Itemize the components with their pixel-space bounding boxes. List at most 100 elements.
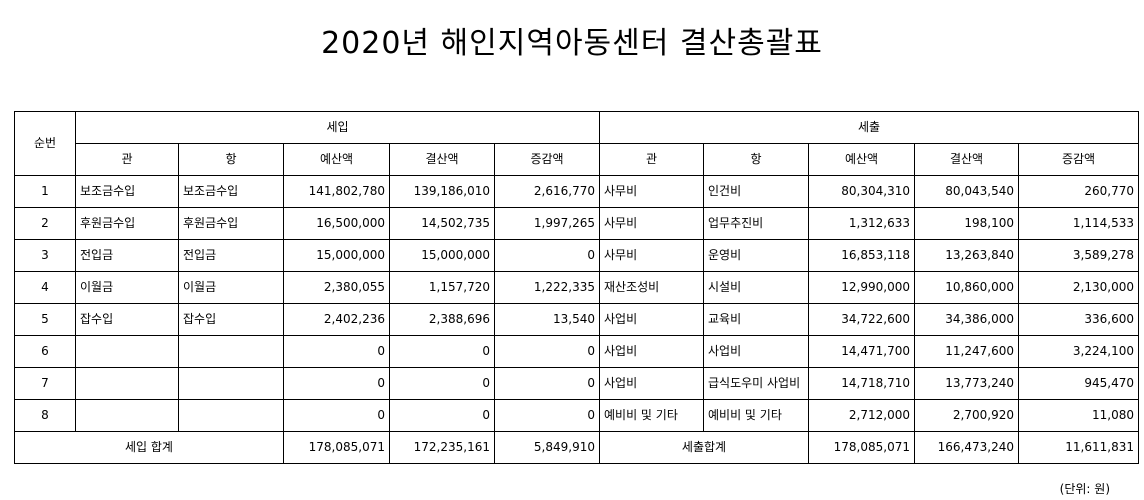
table-cell: 8 — [14, 399, 76, 432]
table-cell — [75, 335, 179, 368]
table-cell: 16,853,118 — [808, 239, 915, 272]
table-cell: 인건비 — [703, 175, 809, 208]
table-cell — [178, 335, 284, 368]
table-cell: 4 — [14, 271, 76, 304]
total-cell: 172,235,161 — [389, 431, 495, 464]
table-cell: 15,000,000 — [389, 239, 495, 272]
table-cell: 급식도우미 사업비 — [703, 367, 809, 400]
table-cell: 2,700,920 — [914, 399, 1019, 432]
table-cell: 12,990,000 — [808, 271, 915, 304]
table-cell: 보조금수입 — [178, 175, 284, 208]
header-cell: 항 — [178, 143, 284, 176]
table-cell: 운영비 — [703, 239, 809, 272]
title: 2020년 해인지역아동센터 결산총괄표 — [321, 26, 823, 61]
table-cell: 1 — [14, 175, 76, 208]
table-cell: 6 — [14, 335, 76, 368]
table-cell — [178, 367, 284, 400]
total-cell: 166,473,240 — [914, 431, 1019, 464]
table-cell: 1,114,533 — [1018, 207, 1139, 240]
header-cell: 세출 — [599, 111, 1139, 144]
table-cell: 사무비 — [599, 207, 704, 240]
table-cell: 80,304,310 — [808, 175, 915, 208]
header-cell: 세입 — [75, 111, 600, 144]
header-cell: 결산액 — [914, 143, 1019, 176]
table-cell: 13,263,840 — [914, 239, 1019, 272]
table-cell: 시설비 — [703, 271, 809, 304]
table-cell: 198,100 — [914, 207, 1019, 240]
table-cell: 사업비 — [599, 335, 704, 368]
header-cell: 관 — [75, 143, 179, 176]
table-cell: 잡수입 — [178, 303, 284, 336]
table-cell: 0 — [494, 239, 600, 272]
table-cell: 1,222,335 — [494, 271, 600, 304]
table-cell: 0 — [389, 335, 495, 368]
table-row: 세입 합계 178,085,071 172,235,161 5,849,910 세출합계… — [14, 431, 1139, 464]
table-cell: 3,224,100 — [1018, 335, 1139, 368]
table-cell: 1,997,265 — [494, 207, 600, 240]
table-row: 4 이월금 이월금 2,380,055 1,157,720 1,222,335 재산조성비 시… — [14, 271, 1139, 304]
table-row: 3 전입금 전입금 15,000,000 15,000,000 0 사무비 운영비 16,853… — [14, 239, 1139, 272]
table-cell: 사업비 — [599, 303, 704, 336]
table-cell: 사업비 — [703, 335, 809, 368]
table-cell: 1,312,633 — [808, 207, 915, 240]
table-cell: 10,860,000 — [914, 271, 1019, 304]
table-cell: 이월금 — [178, 271, 284, 304]
summary-table: 순번 세입 세출 관 항 예산액 결산액 증감액 관 항 예산액 결산액 증감액 1 보조금수입 보조금수입 1… — [14, 111, 1139, 464]
table-row: 5 잡수입 잡수입 2,402,236 2,388,696 13,540 사업비 교육비 34,… — [14, 303, 1139, 336]
table-cell: 잡수입 — [75, 303, 179, 336]
table-cell: 14,471,700 — [808, 335, 915, 368]
table-cell: 2,380,055 — [283, 271, 390, 304]
table-cell: 11,247,600 — [914, 335, 1019, 368]
table-cell: 1,157,720 — [389, 271, 495, 304]
table-cell: 0 — [494, 367, 600, 400]
total-label: 세입 합계 — [14, 431, 284, 464]
table-cell: 11,080 — [1018, 399, 1139, 432]
table-cell: 교육비 — [703, 303, 809, 336]
table-row: 7 0 0 0 사업비 급식도우미 사업비 14,718,710 13,773,240 945,… — [14, 367, 1139, 400]
table-cell: 7 — [14, 367, 76, 400]
table-cell: 이월금 — [75, 271, 179, 304]
table-row: 6 0 0 0 사업비 사업비 14,471,700 11,247,600 3,224,100 — [14, 335, 1139, 368]
table-cell: 후원금수입 — [75, 207, 179, 240]
table-cell: 945,470 — [1018, 367, 1139, 400]
header-cell: 증감액 — [494, 143, 600, 176]
total-cell: 178,085,071 — [808, 431, 915, 464]
table-cell: 16,500,000 — [283, 207, 390, 240]
table-row: 1 보조금수입 보조금수입 141,802,780 139,186,010 2,616,7… — [14, 175, 1139, 208]
total-cell: 178,085,071 — [283, 431, 390, 464]
table-row: 순번 세입 세출 — [14, 111, 1139, 176]
table-cell: 260,770 — [1018, 175, 1139, 208]
table-cell: 336,600 — [1018, 303, 1139, 336]
table-cell: 전입금 — [178, 239, 284, 272]
total-cell: 11,611,831 — [1018, 431, 1139, 464]
table-cell: 사무비 — [599, 175, 704, 208]
table-row: 관 항 예산액 결산액 증감액 관 항 예산액 결산액 증감액 — [15, 143, 1139, 176]
table-cell: 2 — [14, 207, 76, 240]
table-cell — [178, 399, 284, 432]
table-cell: 사업비 — [599, 367, 704, 400]
table-cell: 141,802,780 — [283, 175, 390, 208]
table-cell — [75, 399, 179, 432]
table-cell: 3,589,278 — [1018, 239, 1139, 272]
header-cell: 순번 — [14, 111, 76, 176]
table-cell: 14,502,735 — [389, 207, 495, 240]
table-cell: 3 — [14, 239, 76, 272]
table-cell: 사무비 — [599, 239, 704, 272]
table-cell: 15,000,000 — [283, 239, 390, 272]
header-cell: 관 — [599, 143, 704, 176]
header-cell: 예산액 — [283, 143, 390, 176]
total-cell: 5,849,910 — [494, 431, 600, 464]
table-cell: 0 — [283, 399, 390, 432]
table-cell: 5 — [14, 303, 76, 336]
table-cell: 0 — [283, 367, 390, 400]
table-cell: 0 — [494, 335, 600, 368]
table-cell: 예비비 및 기타 — [703, 399, 809, 432]
table-cell: 139,186,010 — [389, 175, 495, 208]
table-cell: 2,130,000 — [1018, 271, 1139, 304]
table-cell: 0 — [389, 367, 495, 400]
table-cell: 0 — [283, 335, 390, 368]
table-cell: 13,773,240 — [914, 367, 1019, 400]
table-cell: 14,718,710 — [808, 367, 915, 400]
unit-note: (단위: 원) — [1059, 482, 1110, 496]
